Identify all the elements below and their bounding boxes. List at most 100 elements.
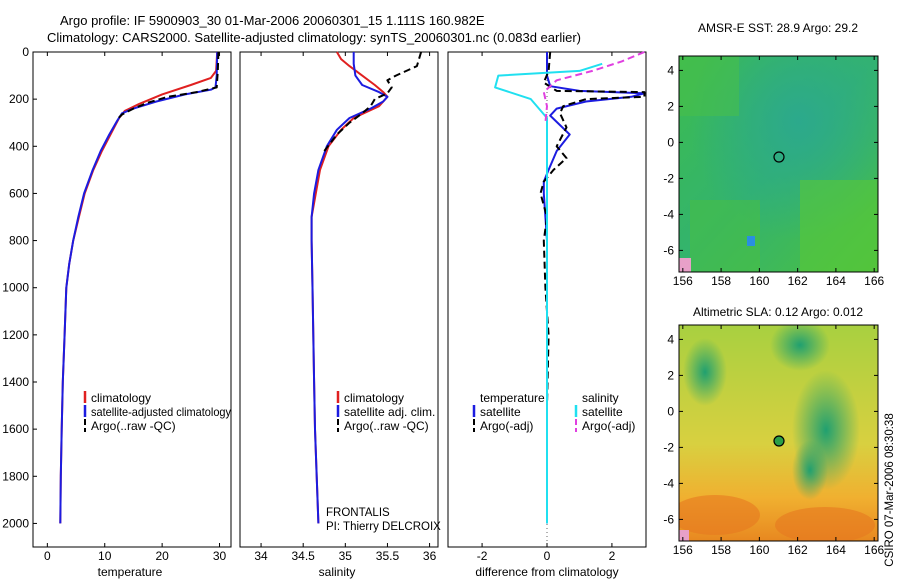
map-sla-argo-marker [773,435,785,447]
legend-heading-temperature: temperature [480,391,545,405]
xtick-label: 34.5 [292,549,316,563]
xtick-label: 34 [254,549,268,563]
panel-temperature-legend: climatology satellite-adjusted climatolo… [83,391,231,433]
map-xtick-label: 162 [788,543,808,557]
map-xtick-label: 162 [788,274,808,288]
map-xtick-label: 158 [711,543,731,557]
xtick-label: 35.5 [376,549,400,563]
series-line-1 [539,51,646,406]
series-line-2 [115,51,220,122]
legend-heading-salinity: salinity [582,391,619,405]
panel-salinity-legend: climatology satellite adj. clim. Argo(..… [336,391,435,433]
series-line-3 [542,51,645,123]
map-xtick-label: 166 [864,543,884,557]
legend-label-satellite-adj: satellite adj. clim. [344,405,435,419]
series-line-2 [494,62,603,524]
ytick-label: 2000 [2,516,29,530]
legend-label-argo: Argo(..raw -QC) [91,419,176,433]
ytick-label: 1800 [2,469,29,483]
map-xtick-label: 156 [673,543,693,557]
map-ytick-label: 4 [667,63,674,77]
map-xtick-label: 156 [673,274,693,288]
ytick-label: 800 [9,234,29,248]
panel-salinity-xlabel: salinity [319,565,356,579]
ytick-label: 600 [9,186,29,200]
panel-temperature-yticks: 0 200 400 600 800 1000 1200 1400 1600 1800 2000 [2,45,37,530]
map-sst-title: AMSR-E SST: 28.9 Argo: 29.2 [698,21,858,35]
ytick-label: 400 [9,139,29,153]
xtick-label: 30 [213,549,227,563]
map-ytick-label: -4 [663,207,674,221]
legend-label-sal-satellite: satellite [582,405,623,419]
map-ytick-label: 2 [667,368,674,382]
map-xtick-label: 158 [711,274,731,288]
figure-title-line1: Argo profile: IF 5900903_30 01-Mar-2006 … [60,13,485,28]
panel-temperature-xlabel: temperature [98,565,163,579]
ytick-label: 1200 [2,328,29,342]
credit-timestamp: CSIRO 07-Mar-2006 08:30:38 [884,413,896,566]
series-line-2 [323,51,423,152]
legend-label-temp-satellite: satellite [480,405,521,419]
map-sst-panel: AMSR-E SST: 28.9 Argo: 29.2 156 158 160 162… [663,21,884,288]
map-sla-ticks: 156 158 160 162 164 166 -6 -4 -2 0 2 4 [663,325,885,557]
map-sst-field [679,56,878,272]
ytick-label: 1600 [2,422,29,436]
legend-label-argo: Argo(..raw -QC) [344,419,429,433]
xtick-label: 0 [44,549,51,563]
ytick-label: 0 [22,45,29,59]
panel-temperature: 0 200 400 600 800 1000 1200 1400 1600 1800 2000 0 1… [2,45,232,579]
legend-label-climatology: climatology [91,391,151,405]
map-sla-title: Altimetric SLA: 0.12 Argo: 0.012 [693,305,863,319]
map-sst-frame [678,55,879,273]
panel-salinity-frame [239,51,439,548]
ytick-label: 1400 [2,375,29,389]
panel-temperature-xticks: 0 10 20 30 [44,52,227,563]
panel-difference-legend: temperature satellite Argo(-adj) salinit… [472,391,635,433]
map-ytick-label: 2 [667,99,674,113]
xtick-label: 10 [98,549,112,563]
map-ytick-label: 0 [667,404,674,418]
xtick-label: -2 [477,549,488,563]
map-xtick-label: 164 [826,543,846,557]
map-sla-field [679,325,878,541]
map-ytick-label: -2 [663,440,674,454]
ytick-label: 1000 [2,281,29,295]
legend-label-climatology: climatology [344,391,404,405]
legend-label-temp-argo: Argo(-adj) [480,419,533,433]
xtick-label: 20 [155,549,169,563]
map-ytick-label: -6 [663,243,674,257]
legend-label-sal-argo: Argo(-adj) [582,419,635,433]
panel-salinity-lines [310,51,423,524]
map-sst-warm-patch [747,236,755,246]
xtick-label: 2 [609,549,616,563]
map-ytick-label: -6 [663,512,674,526]
map-sla-frame [678,324,879,542]
xtick-label: 0 [544,549,551,563]
legend-label-satellite-adjusted: satellite-adjusted climatology [91,405,231,419]
map-ytick-label: 0 [667,135,674,149]
map-ytick-label: -4 [663,476,674,490]
xtick-label: 35 [339,549,353,563]
pi-name-label: PI: Thierry DELCROIX [326,521,441,533]
ytick-label: 200 [9,92,29,106]
map-xtick-label: 160 [749,274,769,288]
figure-title-line2: Climatology: CARS2000. Satellite-adjuste… [47,30,581,45]
map-sst-argo-marker [773,151,785,163]
panel-difference: -2 0 2 difference from climatology tempera… [447,51,647,579]
map-xtick-label: 166 [864,274,884,288]
pi-program-label: FRONTALIS [326,507,390,519]
map-sla-panel: Altimetric SLA: 0.12 Argo: 0.012 156 158 1… [663,305,896,567]
panel-difference-xlabel: difference from climatology [475,565,618,579]
map-ytick-label: 4 [667,332,674,346]
map-ytick-label: -2 [663,171,674,185]
panel-temperature-lines [59,51,220,524]
panel-difference-lines [494,51,646,524]
map-sst-ticks: 156 158 160 162 164 166 -6 -4 -2 0 2 4 [663,56,885,288]
panel-temperature-frame [32,51,232,548]
panel-salinity-xticks: 34 34.5 35 35.5 36 [254,52,437,563]
panel-salinity: 34 34.5 35 35.5 36 salinity climatology sate… [239,51,441,579]
series-line-1 [59,51,219,524]
map-xtick-label: 164 [826,274,846,288]
map-xtick-label: 160 [749,543,769,557]
